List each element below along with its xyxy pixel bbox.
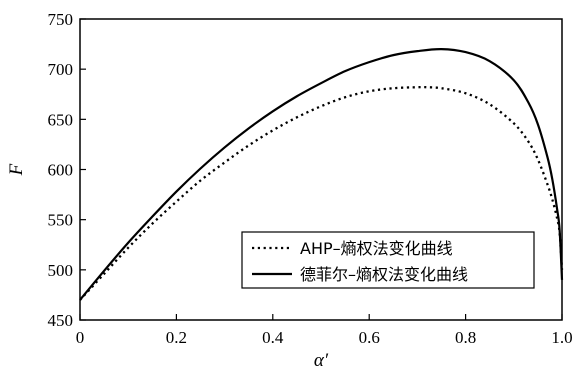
y-tick-label: 550 — [48, 211, 74, 230]
legend-label-ahp-entropy: AHP–熵权法变化曲线 — [300, 239, 453, 258]
series-line-delphi-entropy — [79, 47, 564, 301]
y-tick-label: 500 — [48, 261, 74, 280]
x-tick-label: 0 — [76, 328, 85, 347]
legend-box — [241, 231, 535, 289]
legend-label-delphi-entropy: 德菲尔–熵权法变化曲线 — [300, 265, 468, 284]
legend: AHP–熵权法变化曲线 德菲尔–熵权法变化曲线 — [241, 231, 535, 289]
x-tick-label: 0.4 — [262, 328, 284, 347]
x-tick-label: 0.8 — [455, 328, 476, 347]
y-axis-ticks: 450 500 550 600 650 700 750 — [48, 10, 86, 330]
y-tick-label: 700 — [48, 60, 74, 79]
x-tick-label: 0.2 — [166, 328, 187, 347]
plot-lines — [79, 47, 564, 301]
x-axis-ticks: 0 0.2 0.4 0.6 0.8 1.0 — [76, 314, 573, 347]
series-line-ahp-entropy — [79, 85, 564, 301]
y-axis-title: F — [6, 163, 27, 176]
y-tick-label: 600 — [48, 161, 74, 180]
y-tick-label: 450 — [48, 311, 74, 330]
x-axis-title: α′ — [314, 350, 329, 371]
x-tick-label: 1.0 — [551, 328, 572, 347]
x-tick-label: 0.6 — [359, 328, 380, 347]
y-tick-label: 650 — [48, 110, 74, 129]
y-tick-label: 750 — [48, 10, 74, 29]
